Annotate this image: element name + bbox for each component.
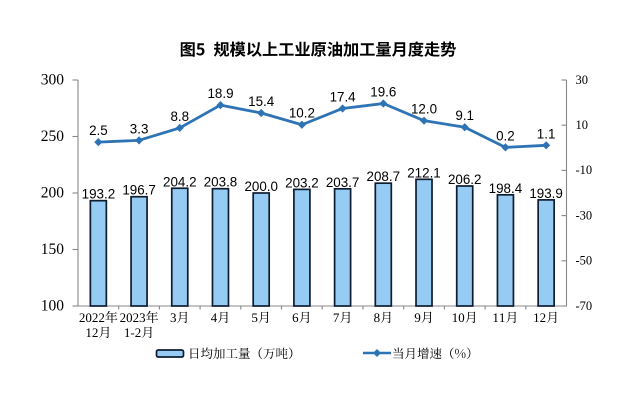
svg-text:0.2: 0.2: [496, 128, 515, 143]
svg-text:-30: -30: [576, 208, 593, 222]
svg-text:212.1: 212.1: [407, 165, 441, 180]
svg-text:204.2: 204.2: [163, 174, 197, 189]
svg-text:30: 30: [576, 73, 589, 87]
svg-text:-70: -70: [576, 299, 593, 313]
svg-text:300: 300: [41, 71, 65, 88]
svg-text:17.4: 17.4: [330, 90, 357, 105]
svg-text:19.6: 19.6: [370, 85, 396, 100]
svg-text:196.7: 196.7: [122, 183, 156, 198]
svg-text:2.5: 2.5: [89, 123, 108, 138]
svg-text:12.0: 12.0: [411, 102, 437, 117]
svg-text:150: 150: [41, 241, 65, 258]
svg-text:193.2: 193.2: [82, 187, 116, 202]
svg-text:10.2: 10.2: [289, 106, 315, 121]
svg-text:200.0: 200.0: [244, 179, 278, 194]
svg-text:18.9: 18.9: [207, 86, 233, 101]
svg-text:193.9: 193.9: [529, 186, 563, 201]
svg-text:1.1: 1.1: [537, 126, 556, 141]
svg-text:-10: -10: [576, 163, 593, 177]
svg-text:250: 250: [41, 128, 65, 145]
svg-text:203.2: 203.2: [285, 175, 319, 190]
svg-text:3.3: 3.3: [130, 121, 149, 136]
svg-text:200: 200: [41, 184, 65, 201]
svg-text:9.1: 9.1: [455, 108, 474, 123]
svg-text:206.2: 206.2: [448, 172, 482, 187]
svg-text:208.7: 208.7: [367, 169, 401, 184]
svg-text:198.4: 198.4: [489, 181, 523, 196]
svg-text:-50: -50: [576, 254, 593, 268]
svg-text:8.8: 8.8: [170, 109, 189, 124]
svg-text:15.4: 15.4: [248, 94, 275, 109]
svg-text:100: 100: [41, 297, 65, 314]
svg-text:203.7: 203.7: [326, 175, 360, 190]
svg-text:10: 10: [576, 118, 589, 132]
svg-text:203.8: 203.8: [204, 175, 238, 190]
